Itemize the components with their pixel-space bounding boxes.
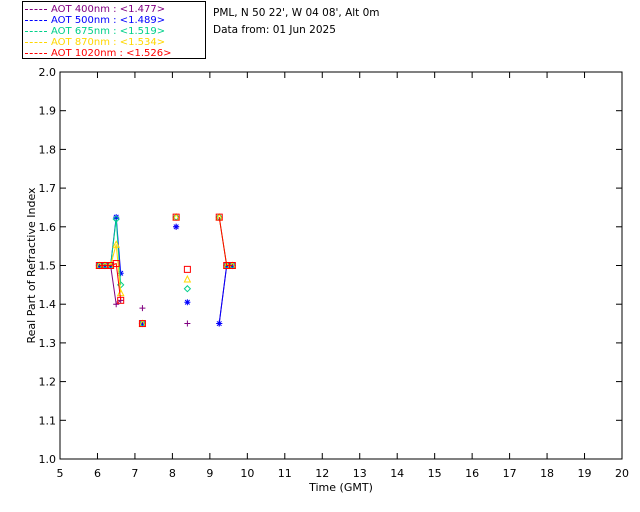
legend-swatch xyxy=(25,41,47,43)
y-axis-label: Real Part of Refractive Index xyxy=(25,187,38,344)
data-point xyxy=(173,223,180,230)
x-tick-label: 9 xyxy=(206,467,213,480)
x-tick-label: 18 xyxy=(540,467,554,480)
legend-item: AOT 675nm : <1.519> xyxy=(25,26,165,37)
data-point xyxy=(228,262,236,269)
y-tick-label: 1.3 xyxy=(39,337,57,350)
y-tick-label: 1.2 xyxy=(39,376,57,389)
legend-label: AOT 675nm : <1.519> xyxy=(51,26,166,37)
x-tick-label: 17 xyxy=(503,467,517,480)
x-axis-label: Time (GMT) xyxy=(308,481,373,494)
series-line xyxy=(218,217,233,266)
data-point xyxy=(139,305,146,312)
plot-frame xyxy=(59,71,623,460)
legend-label: AOT 870nm : <1.534> xyxy=(51,37,166,48)
x-tick-label: 14 xyxy=(390,467,404,480)
data-point xyxy=(117,296,125,304)
data-point xyxy=(139,320,146,327)
x-tick-label: 16 xyxy=(465,467,479,480)
legend-item: AOT 500nm : <1.489> xyxy=(25,15,165,26)
y-tick-label: 1.8 xyxy=(39,143,57,156)
data-point xyxy=(113,301,120,308)
series-line xyxy=(99,262,122,301)
data-point xyxy=(117,270,124,277)
x-tick-label: 20 xyxy=(615,467,629,480)
legend-item: AOT 870nm : <1.534> xyxy=(25,37,165,48)
data-point xyxy=(229,262,236,269)
data-point xyxy=(215,213,223,221)
x-tick-label: 5 xyxy=(57,467,64,480)
data-point xyxy=(172,213,180,221)
data-point xyxy=(183,265,191,273)
site-location: PML, N 50 22', W 04 08', Alt 0m xyxy=(213,7,380,19)
data-point xyxy=(184,320,191,327)
legend-label: AOT 1020nm : <1.526> xyxy=(51,48,172,59)
x-tick-label: 15 xyxy=(428,467,442,480)
x-tick-label: 12 xyxy=(315,467,329,480)
data-point xyxy=(112,215,120,223)
legend-item: AOT 400nm : <1.477> xyxy=(25,4,165,15)
x-tick-label: 6 xyxy=(94,467,101,480)
x-tick-label: 11 xyxy=(278,467,292,480)
data-date: Data from: 01 Jun 2025 xyxy=(213,24,336,36)
y-tick-label: 1.5 xyxy=(39,260,57,273)
legend-label: AOT 400nm : <1.477> xyxy=(51,4,166,15)
data-point xyxy=(116,288,125,297)
data-point xyxy=(113,214,120,221)
legend-label: AOT 500nm : <1.489> xyxy=(51,15,166,26)
y-tick-label: 1.1 xyxy=(39,414,57,427)
x-tick-label: 7 xyxy=(131,467,138,480)
data-point xyxy=(183,274,192,283)
legend: AOT 400nm : <1.477> AOT 500nm : <1.489> … xyxy=(22,1,206,59)
x-tick-label: 8 xyxy=(169,467,176,480)
data-point xyxy=(183,285,192,293)
legend-swatch xyxy=(25,30,47,32)
data-point xyxy=(112,240,121,248)
legend-swatch xyxy=(25,19,47,21)
legend-swatch xyxy=(25,8,47,10)
legend-item: AOT 1020nm : <1.526> xyxy=(25,48,171,59)
data-point xyxy=(112,260,120,268)
data-point xyxy=(216,320,223,327)
data-point xyxy=(172,213,180,221)
series-line xyxy=(218,265,233,324)
y-tick-label: 1.6 xyxy=(39,221,57,234)
y-tick-label: 1.4 xyxy=(39,298,57,311)
data-point xyxy=(138,320,146,328)
x-tick-label: 13 xyxy=(353,467,367,480)
legend-swatch xyxy=(25,52,47,54)
x-tick-label: 19 xyxy=(578,467,592,480)
y-tick-label: 1.9 xyxy=(39,105,57,118)
y-tick-label: 1.0 xyxy=(39,453,57,466)
x-tick-label: 10 xyxy=(240,467,254,480)
data-point xyxy=(184,299,191,306)
y-tick-label: 2.0 xyxy=(39,66,57,79)
y-tick-label: 1.7 xyxy=(39,182,57,195)
